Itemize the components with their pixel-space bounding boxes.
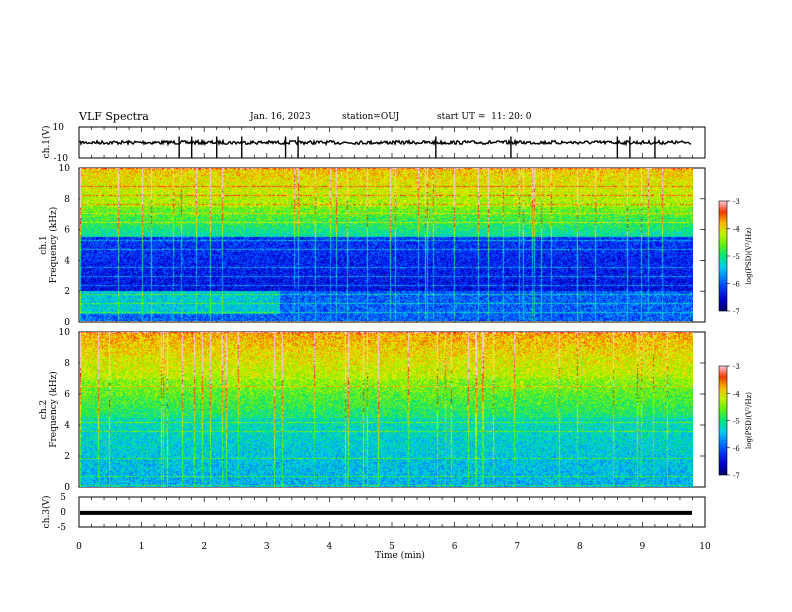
ch1-ytick-label: 10 [53,123,65,133]
x-tick-label: 4 [327,542,333,552]
ch1-colorbar-tick-label: -6 [733,281,740,289]
x-tick-label: 10 [699,542,711,552]
x-tick-label: 6 [452,542,458,552]
ch1-colorbar-tick-label: -4 [733,226,740,234]
spec2-canvas [80,332,693,487]
ch2-spectrogram [80,332,693,487]
x-tick-label: 9 [640,542,646,552]
ch3-ytick-label: 0 [60,508,66,518]
ch2-freq-tick-label: 4 [64,421,70,431]
ch2-colorbar-tick-label: -4 [733,390,740,398]
x-tick-label: 2 [201,542,207,552]
ch3-ylabel: ch.3(V) [41,496,52,529]
ch2-freq-tick-label: 6 [64,390,70,400]
ch2-freq-axis-label: Frequency (kHz) [48,371,59,448]
ch1-waveform [79,138,692,147]
ch1-spectrogram [80,168,693,321]
ch1-colorbar-label: log(PSD)(V²/Hz) [745,227,753,284]
ch2-freq-tick-label: 0 [64,483,70,493]
ch2-colorbar-tick-label: -7 [733,472,740,480]
x-tick-label: 1 [139,542,145,552]
ch2-colorbar-label: log(PSD)(V²/Hz) [745,392,753,449]
ch1-freq-axis-label: Frequency (kHz) [48,207,59,284]
ch1-colorbar-tick-label: -5 [733,253,740,261]
ch1-freq-tick-label: 4 [64,256,70,266]
ch1-ylabel: ch.1(V) [41,126,52,159]
ch1-ytick-label: -10 [54,154,69,164]
spec1-canvas [80,168,693,321]
ch1-freq-tick-label: 6 [64,226,70,236]
ch1-freq-tick-label: 0 [64,318,70,328]
ch1-colorbar-tick-label: -7 [733,308,740,316]
ch1-freq-tick-label: 10 [59,164,71,174]
ch3-ytick-label: -5 [57,523,66,533]
ch1-channel-label: ch.1 [39,235,49,254]
date-label: Jan. 16, 2023 [250,112,311,122]
x-axis-label: Time (min) [375,550,425,561]
x-tick-label: 8 [577,542,583,552]
ch2-freq-tick-label: 10 [59,328,71,338]
ch2-colorbar [718,365,728,476]
x-tick-label: 0 [76,542,82,552]
ch1-colorbar [718,200,728,312]
ch3-ytick-label: 5 [60,493,66,503]
ch1-freq-tick-label: 2 [64,287,70,297]
ch2-colorbar-tick-label: -3 [733,363,740,371]
x-tick-label: 5 [389,542,395,552]
ch1-freq-tick-label: 8 [64,195,70,205]
ch2-colorbar-tick-label: -6 [733,445,740,453]
ch2-colorbar-tick-label: -5 [733,418,740,426]
ch2-freq-tick-label: 8 [64,359,70,369]
start-time-label: start UT = 11: 20: 0 [437,112,532,122]
ch1-colorbar-tick-label: -3 [733,198,740,206]
ch2-channel-label: ch.2 [39,400,49,419]
ch2-freq-tick-label: 2 [64,452,70,462]
figure-title: VLF Spectra [79,110,149,123]
x-tick-label: 3 [264,542,270,552]
x-tick-label: 7 [514,542,520,552]
station-label: station=OUJ [342,112,400,122]
